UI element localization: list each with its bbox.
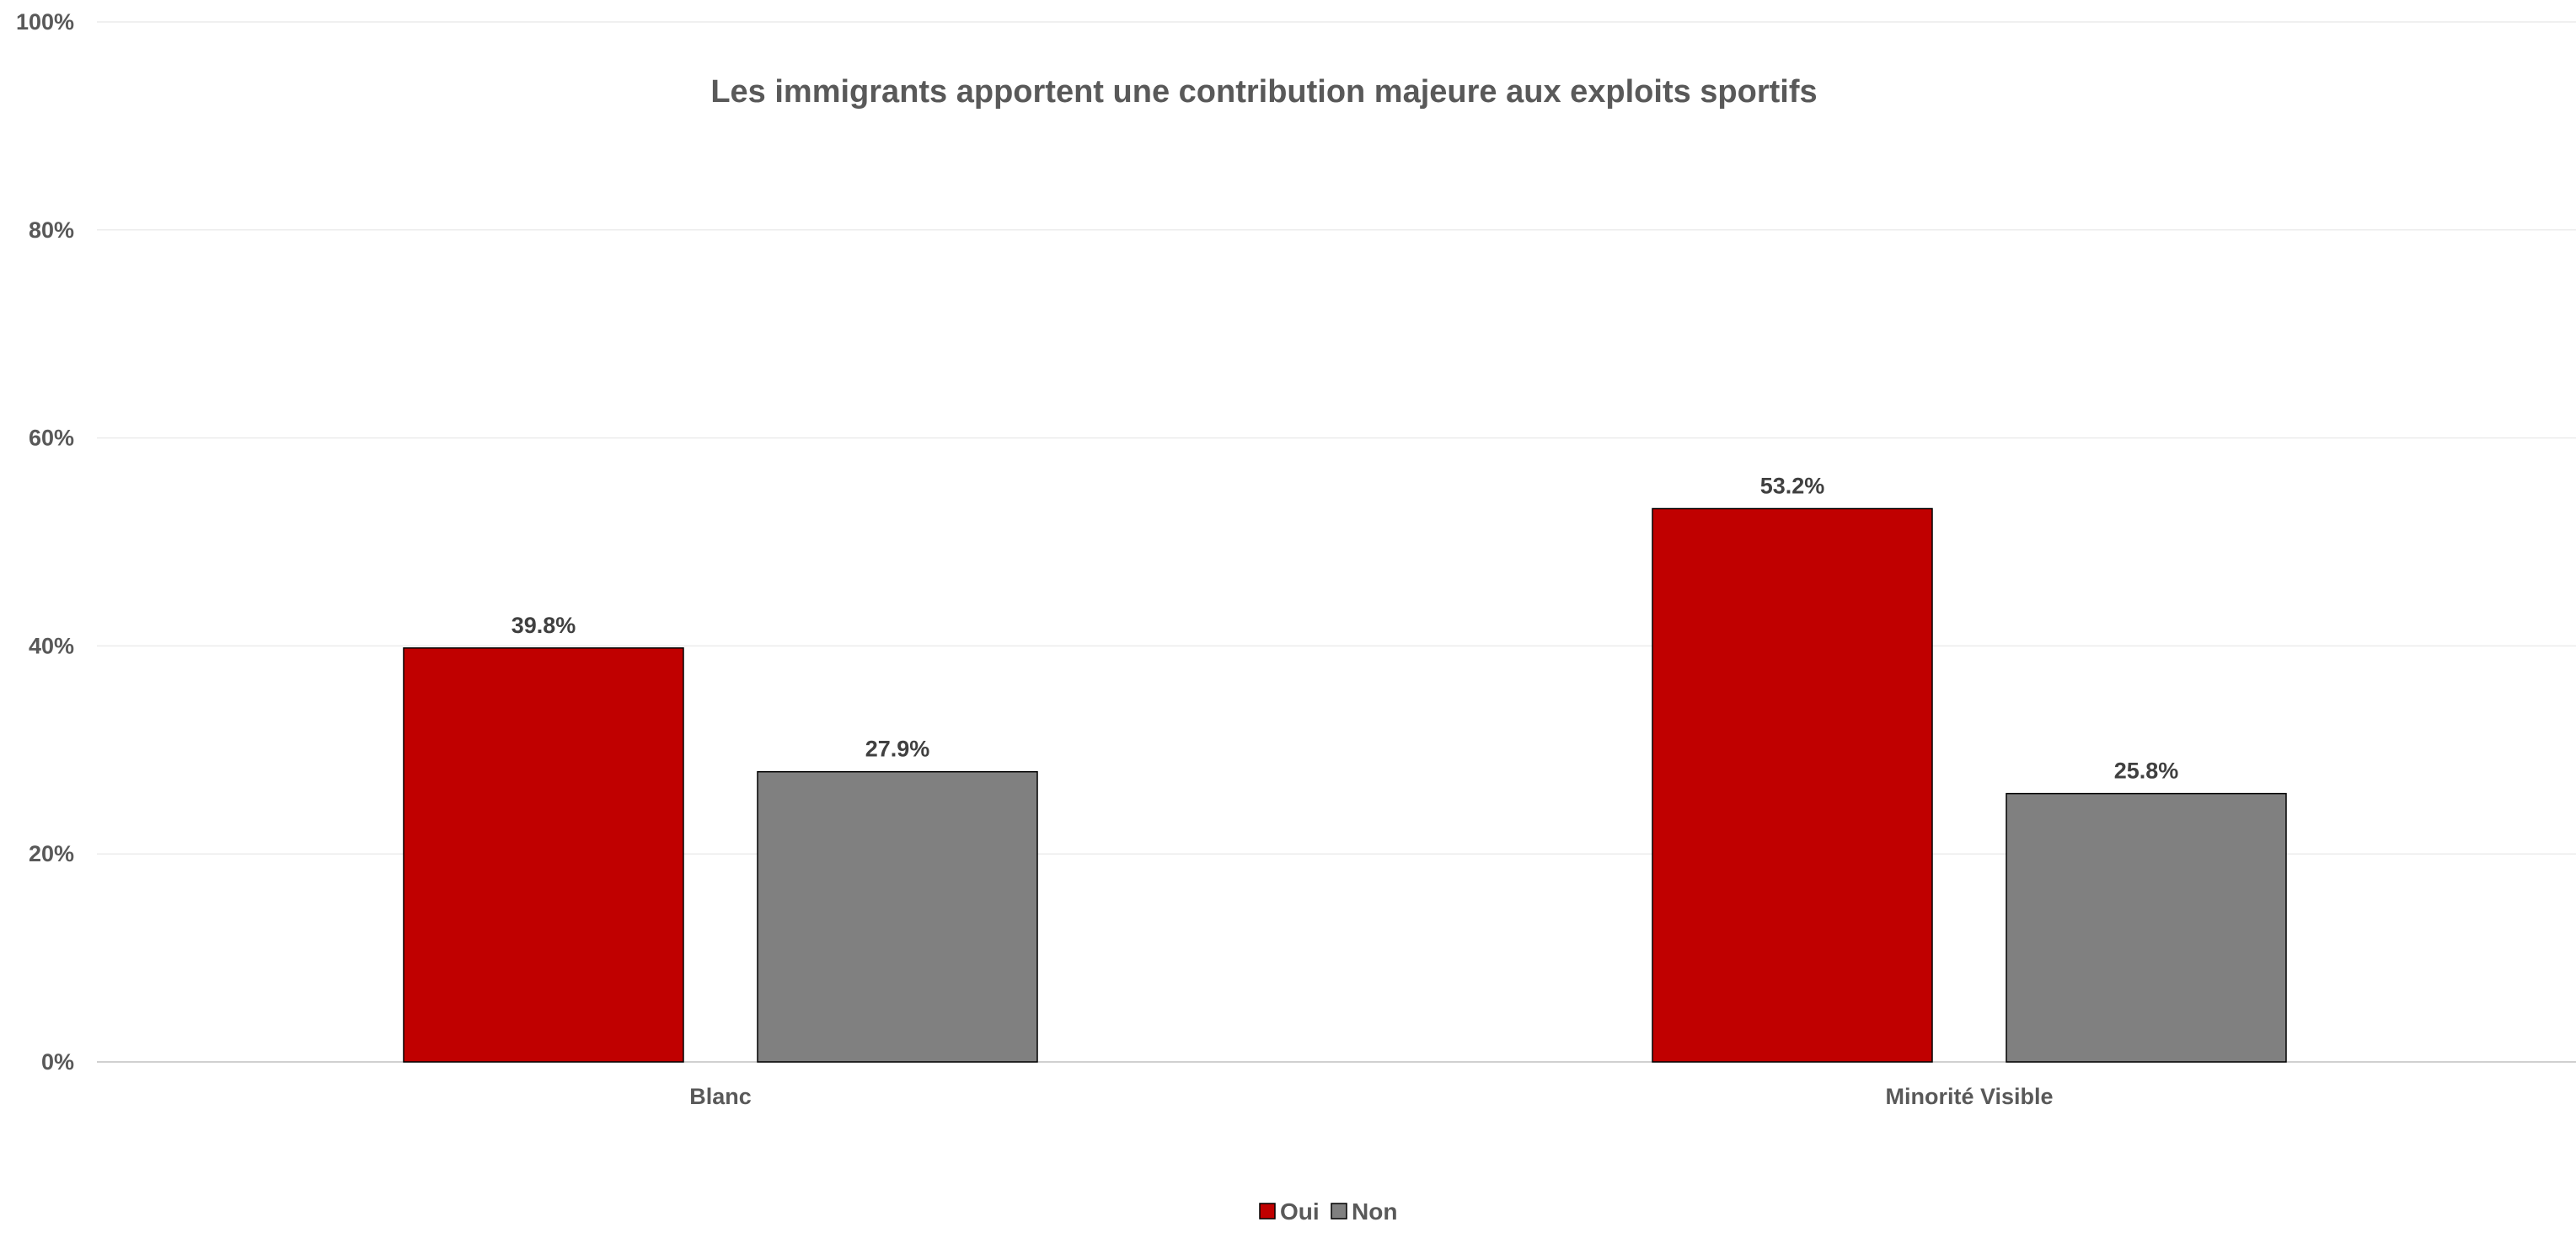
bar-oui-1 bbox=[1652, 507, 1933, 1063]
legend-label-oui: Oui bbox=[1280, 1198, 1320, 1225]
y-tick-label: 0% bbox=[41, 1049, 74, 1075]
y-tick-label: 80% bbox=[29, 217, 74, 243]
y-tick-label: 20% bbox=[29, 841, 74, 866]
legend-label-non: Non bbox=[1352, 1198, 1397, 1225]
legend-swatch-oui bbox=[1259, 1203, 1276, 1220]
legend-swatch-non bbox=[1331, 1203, 1347, 1220]
bar-non-0 bbox=[757, 770, 1038, 1063]
x-axis-categories: Blanc Minorité Visible bbox=[689, 1084, 2053, 1109]
x-category-label: Blanc bbox=[689, 1084, 752, 1109]
data-labels: 39.8% 27.9% 53.2% 25.8% bbox=[511, 474, 2179, 784]
y-axis-ticks: 0% 20% 40% 60% 80% 100% bbox=[16, 9, 74, 1075]
bars bbox=[403, 507, 2287, 1063]
y-tick-label: 40% bbox=[29, 633, 74, 658]
data-label: 53.2% bbox=[1760, 474, 1825, 499]
x-category-label: Minorité Visible bbox=[1885, 1084, 2053, 1109]
bar-non-1 bbox=[2006, 792, 2287, 1063]
chart-title: Les immigrants apportent une contributio… bbox=[710, 74, 1817, 110]
y-tick-label: 60% bbox=[29, 426, 74, 451]
data-label: 39.8% bbox=[511, 613, 576, 638]
y-tick-label: 100% bbox=[16, 9, 74, 35]
data-label: 25.8% bbox=[2114, 759, 2179, 784]
data-label: 27.9% bbox=[865, 737, 930, 762]
bar-oui-0 bbox=[403, 647, 684, 1063]
legend: Oui Non bbox=[1259, 1198, 1397, 1225]
